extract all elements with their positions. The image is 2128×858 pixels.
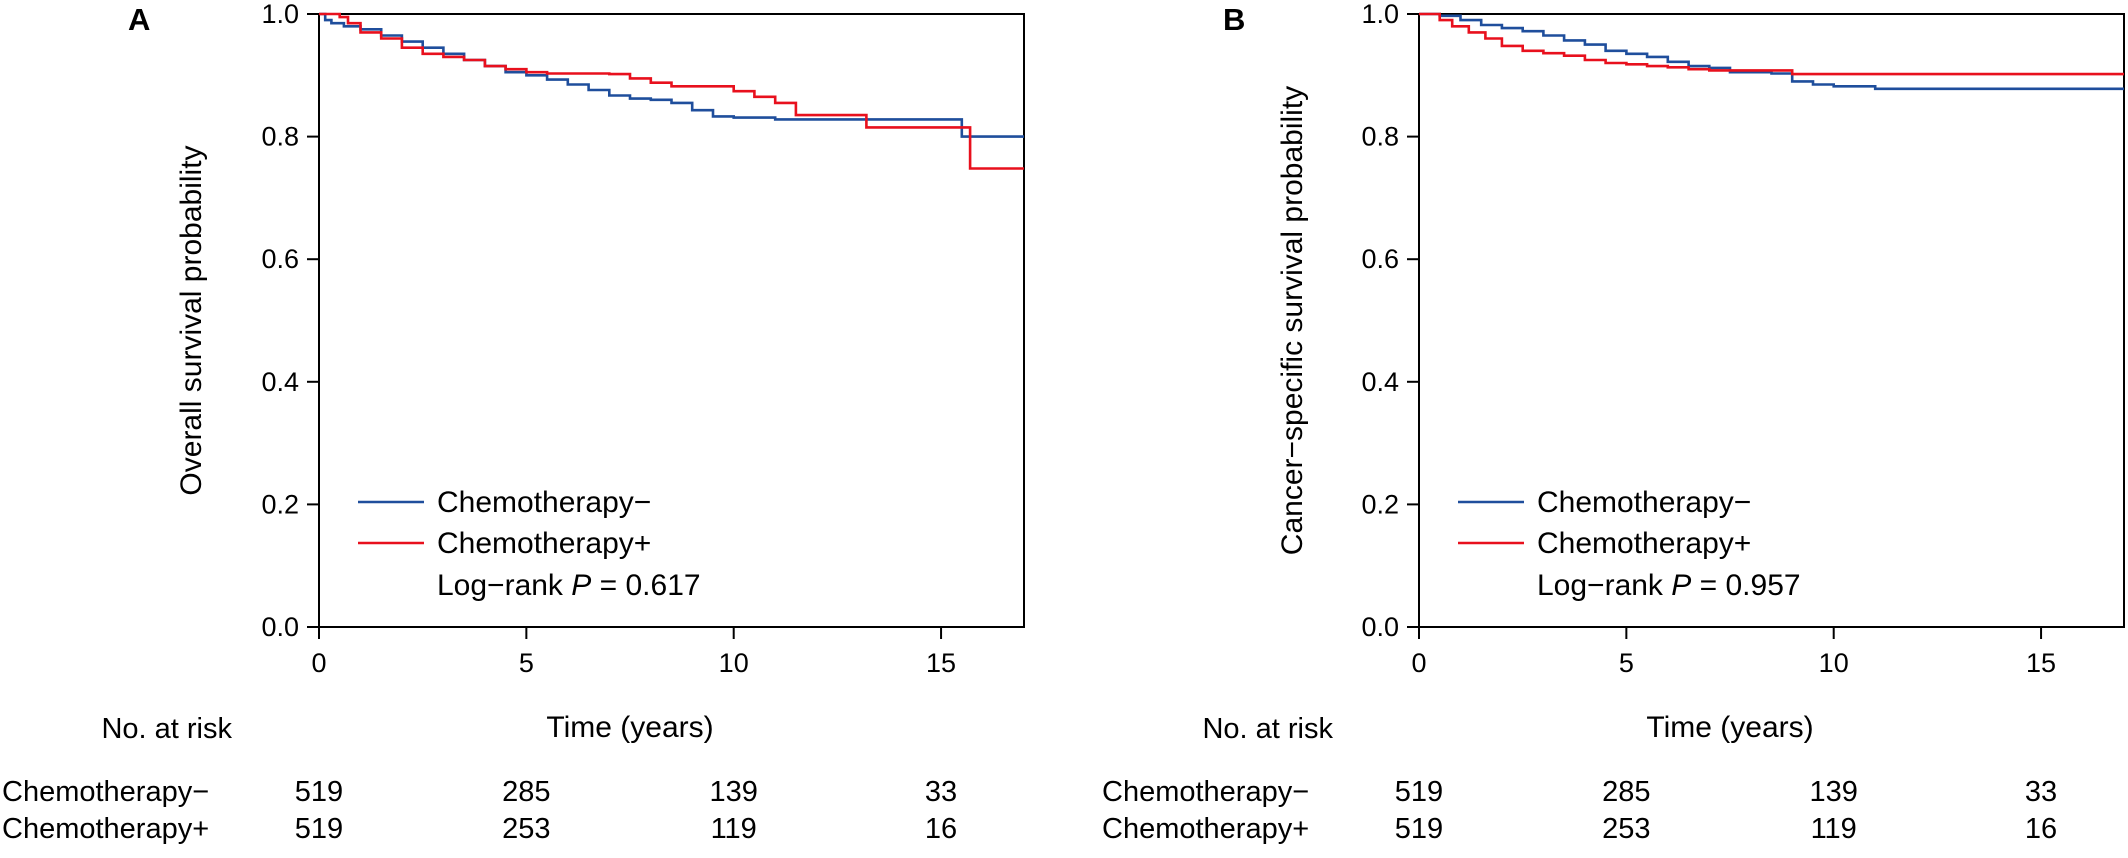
y-tick-label: 0.8: [1361, 122, 1399, 152]
y-tick-label: 0.0: [1361, 612, 1399, 642]
y-tick-label: 0.4: [1361, 367, 1399, 397]
log-rank-part: = 0.957: [1691, 569, 1800, 602]
x-tick-label: 5: [519, 648, 534, 678]
risk-row-label: Chemotherapy−: [1102, 776, 1309, 808]
x-tick-label: 15: [2026, 648, 2056, 678]
y-tick-label: 0.2: [261, 489, 299, 519]
panel-letter: B: [1223, 2, 1245, 37]
y-tick-label: 1.0: [261, 0, 299, 29]
risk-count: 253: [1602, 813, 1650, 845]
legend-label: Chemotherapy−: [437, 486, 651, 519]
series-line-chemotherapy-plus: [1419, 12, 2124, 76]
risk-count: 16: [2025, 813, 2057, 845]
risk-count: 519: [295, 813, 343, 845]
risk-count: 285: [502, 776, 550, 808]
plot-frame: [1418, 13, 2125, 628]
risk-table-title: No. at risk: [101, 713, 232, 745]
x-tick-label: 5: [1619, 648, 1634, 678]
risk-count: 253: [502, 813, 550, 845]
risk-row-label: Chemotherapy+: [1102, 813, 1309, 845]
plot-frame: [318, 13, 1025, 628]
risk-count: 16: [925, 813, 957, 845]
y-tick-label: 0.4: [261, 367, 299, 397]
risk-count: 119: [711, 813, 757, 845]
log-rank-part: = 0.617: [591, 569, 700, 602]
series-line-chemotherapy-plus: [319, 12, 1024, 170]
y-tick-label: 0.0: [261, 612, 299, 642]
risk-count: 33: [2025, 776, 2057, 808]
risk-count: 139: [1810, 776, 1858, 808]
y-tick-label: 0.6: [261, 244, 299, 274]
panel-letter: A: [128, 2, 150, 37]
x-tick-label: 0: [1411, 648, 1426, 678]
panel-a: A 0.0 0.2 0.4 0.6 0.8 1.0 0 5 10 15 Time (years) Ove…: [2, 0, 1025, 845]
x-tick-label: 10: [719, 648, 749, 678]
y-tick-label: 0.8: [261, 122, 299, 152]
y-tick-label: 1.0: [1361, 0, 1399, 29]
x-tick-label: 10: [1819, 648, 1849, 678]
log-rank-part: Log−rank: [437, 569, 571, 602]
y-axis-title: Overall survival probability: [175, 145, 208, 495]
log-rank-annotation: Log−rank P = 0.617: [437, 569, 701, 602]
x-tick-label: 0: [311, 648, 326, 678]
risk-count: 139: [710, 776, 758, 808]
y-tick-label: 0.2: [1361, 489, 1399, 519]
log-rank-part: Log−rank: [1537, 569, 1671, 602]
series-line-chemotherapy-minus: [319, 12, 1024, 138]
x-tick-label: 15: [926, 648, 956, 678]
log-rank-part: P: [1671, 569, 1691, 602]
x-axis-title: Time (years): [546, 711, 713, 744]
log-rank-part: P: [571, 569, 591, 602]
panel-b: B 0.0 0.2 0.4 0.6 0.8 1.0 0 5 10 15 Time (years) Can…: [1102, 0, 2125, 845]
x-axis-title: Time (years): [1646, 711, 1813, 744]
risk-table-title: No. at risk: [1202, 713, 1333, 745]
y-axis-title: Cancer−specific survival probability: [1276, 86, 1309, 555]
log-rank-annotation: Log−rank P = 0.957: [1537, 569, 1801, 602]
risk-count: 285: [1602, 776, 1650, 808]
risk-count: 519: [295, 776, 343, 808]
legend-label: Chemotherapy+: [1537, 527, 1751, 560]
y-tick-label: 0.6: [1361, 244, 1399, 274]
series-line-chemotherapy-minus: [1419, 12, 2124, 91]
risk-count: 519: [1395, 813, 1443, 845]
risk-count: 119: [1811, 813, 1857, 845]
risk-row-label: Chemotherapy+: [2, 813, 209, 845]
risk-row-label: Chemotherapy−: [2, 776, 209, 808]
legend-label: Chemotherapy+: [437, 527, 651, 560]
risk-count: 519: [1395, 776, 1443, 808]
legend-label: Chemotherapy−: [1537, 486, 1751, 519]
risk-count: 33: [925, 776, 957, 808]
